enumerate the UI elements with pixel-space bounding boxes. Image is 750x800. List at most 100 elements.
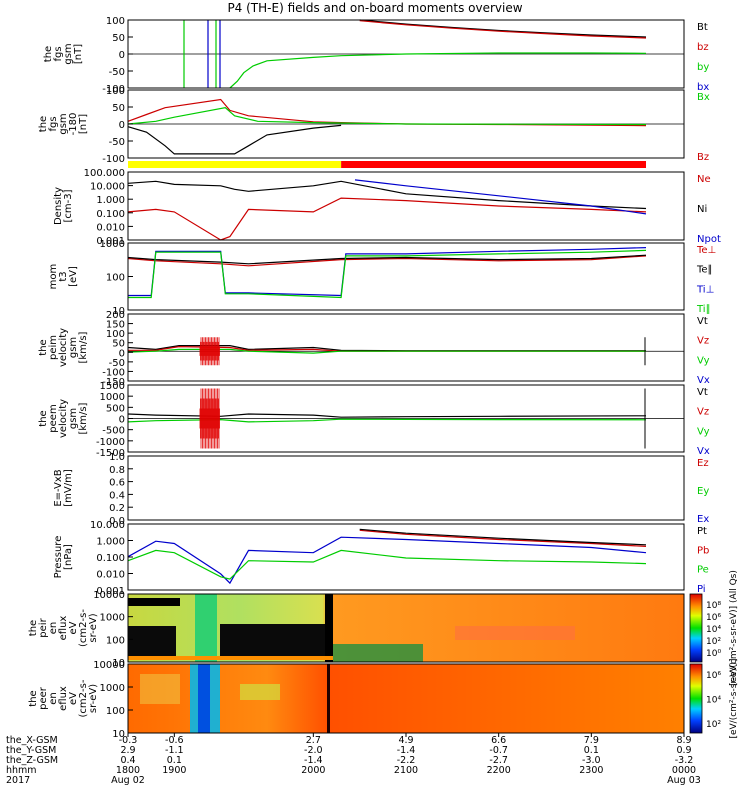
y-tick-label: 0.8 [109,465,125,476]
panel-density: 100.000 10.000 1.000 0.100 0.010 0.001 Density… [53,168,721,247]
y-tick-label: 0.100 [96,209,125,220]
peer-feature [140,674,180,704]
status-bar-segment [341,161,647,168]
y-tick-label: -50 [109,137,125,148]
y-tick-label: 0 [119,50,125,61]
y-axis-label: en [48,622,59,635]
legend-entry: Ez [697,458,709,469]
y-axis-label: the [38,339,49,355]
y-tick-label: 100 [106,329,125,340]
y-tick-label: 1.000 [96,537,125,548]
colorbar-tick-label: 10² [706,720,721,730]
colorbar: 10⁶ 10⁴ 10² [eV/(cm²-s-sr-eV)] [689,658,739,739]
y-axis-label: sr-eV) [88,613,99,642]
peir-dark-band [128,598,180,606]
legend-entry: Ex [697,514,709,525]
legend-entry: Pb [697,545,709,556]
chart-title: P4 (TH-E) fields and on-board moments ov… [227,1,523,15]
legend-entry: Bx [697,92,710,103]
series-Bt [359,19,647,38]
series-Bz [127,98,647,127]
legend-entry: Vy [697,426,710,437]
y-tick-label: 0.010 [96,222,125,233]
y-axis-label: gsm [58,113,69,134]
y-axis-label: gsm [63,43,74,64]
y-tick-label: -100 [102,84,125,95]
y-axis-label: eflux [58,616,69,641]
y-tick-label: 100 [106,86,125,97]
y-tick-label: 100 [106,706,125,717]
colorbar: 10⁸ 10⁶ 10⁴ 10² 10⁰ [eV/(cm²-s-sr-eV)] (All Q… [689,570,739,686]
x-tick-label: -1.4 [397,745,416,756]
y-tick-label: 0.4 [109,490,125,501]
y-tick-label: 1000 [100,613,125,624]
y-tick-label: 1000 [100,392,125,403]
panel-frame [127,242,685,311]
legend-entry: Pi [697,584,706,595]
panel-peir: 10000 1000 100 10 the peir en eflux eV (cm2-s-sr-… [28,590,685,669]
panel-frame [127,593,685,663]
x-tick-label: 4.9 [398,735,413,746]
legend-entry: Bz [697,152,709,163]
legend-entry: Vz [697,336,709,347]
series-Vy [127,348,646,354]
y-tick-label: -100 [102,154,125,165]
peir-feature [333,644,423,662]
y-axis-label: eV [68,692,79,705]
panel-pressure: 10.000 1.000 0.100 0.010 0.001 Pressure [nPa] P… [53,520,709,597]
y-tick-label: 1000 [100,239,125,250]
colorbar-tick-label: 10⁰ [706,649,721,659]
y-axis-label: fgs [53,46,64,61]
legend-entry: Ni [697,204,707,215]
y-tick-label: 0.100 [96,553,125,564]
colorbar-gradient [689,593,703,663]
x-axis-row-label: the_X-GSM [6,735,58,746]
y-tick-label: 200 [106,310,125,321]
y-axis-label: mom [48,264,59,290]
y-tick-label: 1.0 [109,452,125,463]
series-Ne [127,197,647,241]
y-tick-label: 50 [112,339,125,350]
legend-entry: Ey [697,486,709,497]
panel-frame [127,455,685,521]
panel-fgs2: 100 50 0 -50 -100 the fgs gsm -180 [nT] Bx Bz [38,86,710,168]
y-axis-label: fgs [48,116,59,131]
legend-entry: Ti∥ [696,304,711,315]
y-axis-label: velocity [58,399,69,438]
colorbar-tick-label: 10⁶ [706,613,721,623]
series-Pt [359,528,647,546]
y-tick-label: 50 [112,103,125,114]
y-tick-label: 0 [119,348,125,359]
x-tick-label: 1800 [116,765,140,776]
y-axis-label: the [28,690,39,706]
y-axis-label: gsm [68,408,79,429]
y-tick-label: 150 [106,320,125,331]
legend-entry: Ti⊥ [696,284,714,295]
y-tick-label: 0 [119,415,125,426]
x-axis-row-label: 2017 [6,775,30,786]
y-axis-label: gsm [68,337,79,358]
peir-dark-region [220,624,325,658]
x-tick-label: 2100 [394,765,418,776]
x-tick-label: 0.9 [676,745,691,756]
legend-entry: Te⊥ [696,245,716,256]
x-axis-row-label: hhmm [6,765,37,776]
peer-spectrogram [128,664,684,733]
x-axis-row-label: the_Z-GSM [6,755,58,766]
legend-entry: bx [697,82,709,93]
y-tick-label: -100 [102,367,125,378]
y-axis-label: the [43,46,54,62]
y-axis-label: the [38,116,49,132]
panel-peer: 10000 1000 100 10 the peer en eflux eV (cm2-s-sr-… [28,660,685,740]
y-axis-label: the [28,620,39,636]
peer-gap [327,664,330,733]
x-tick-label: -3.2 [675,755,694,766]
series-Vz [128,345,646,352]
y-tick-label: 10 [112,306,125,317]
y-axis-label: [eV] [68,266,79,287]
series-Vt [127,345,646,352]
y-axis-label: Pressure [53,536,64,579]
x-tick-label: 0000 [672,765,696,776]
